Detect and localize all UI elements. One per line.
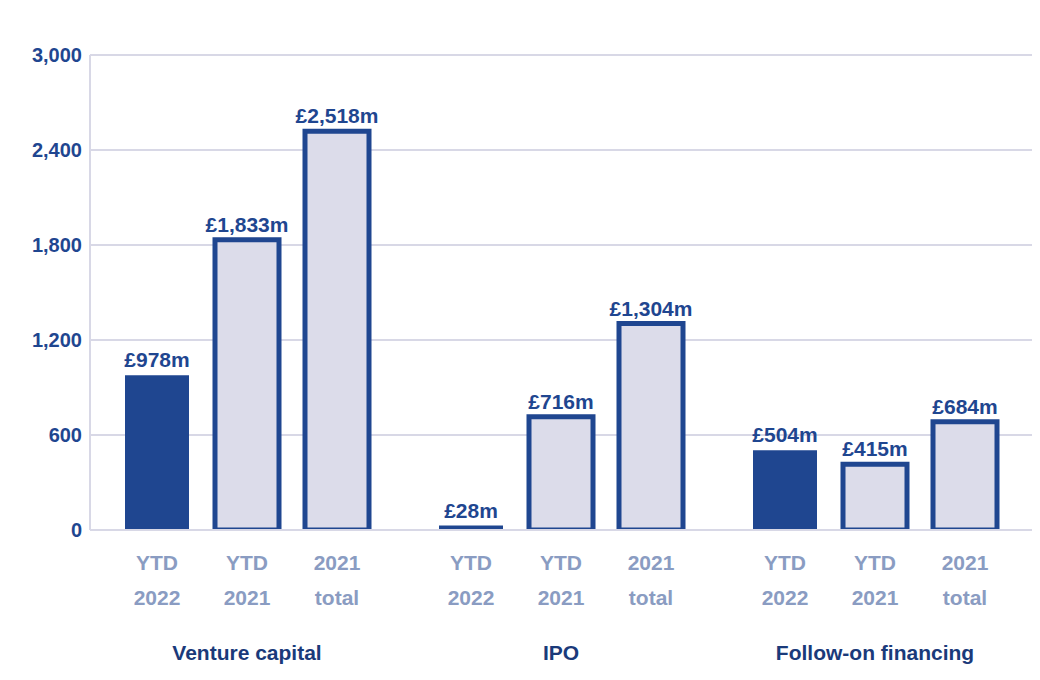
svg-text:Venture capital: Venture capital: [172, 641, 321, 664]
svg-text:£1,304m: £1,304m: [610, 297, 693, 320]
svg-text:£716m: £716m: [528, 390, 593, 413]
svg-text:£415m: £415m: [842, 437, 907, 460]
svg-text:3,000: 3,000: [32, 44, 82, 66]
svg-text:£1,833m: £1,833m: [206, 213, 289, 236]
svg-text:£2,518m: £2,518m: [296, 104, 379, 127]
svg-text:YTD2022: YTD2022: [448, 551, 495, 609]
svg-text:IPO: IPO: [543, 641, 579, 664]
svg-text:0: 0: [71, 519, 82, 541]
svg-text:YTD2022: YTD2022: [762, 551, 809, 609]
svg-text:2021total: 2021total: [314, 551, 361, 609]
svg-text:600: 600: [49, 424, 82, 446]
svg-text:2021total: 2021total: [628, 551, 675, 609]
svg-text:YTD2021: YTD2021: [852, 551, 899, 609]
svg-text:1,800: 1,800: [32, 234, 82, 256]
svg-text:1,200: 1,200: [32, 329, 82, 351]
svg-text:YTD2021: YTD2021: [224, 551, 271, 609]
svg-text:2021total: 2021total: [942, 551, 989, 609]
svg-text:£504m: £504m: [752, 423, 817, 446]
svg-text:Follow-on financing: Follow-on financing: [776, 641, 974, 664]
svg-text:£28m: £28m: [444, 499, 498, 522]
svg-text:YTD2022: YTD2022: [134, 551, 181, 609]
svg-text:£684m: £684m: [932, 395, 997, 418]
svg-text:£978m: £978m: [124, 348, 189, 371]
svg-text:2,400: 2,400: [32, 139, 82, 161]
svg-text:YTD2021: YTD2021: [538, 551, 585, 609]
